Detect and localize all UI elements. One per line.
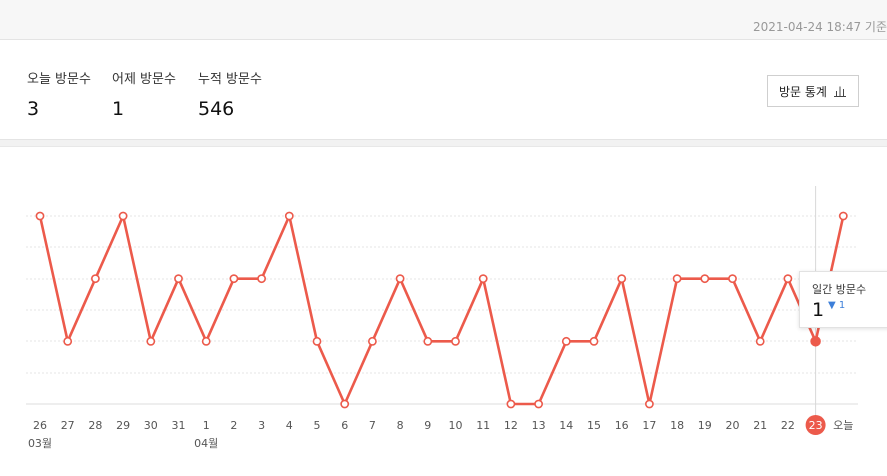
x-tick-label: 8 — [397, 419, 404, 432]
x-tick-label: 11 — [476, 419, 490, 432]
data-point — [645, 399, 654, 409]
series-line — [38, 214, 845, 406]
bar-chart-icon — [833, 86, 846, 97]
x-tick-label: 9 — [424, 419, 431, 432]
visit-stats-panel: 오늘 방문수 3 어제 방문수 1 누적 방문수 546 방문 통계 — [0, 41, 887, 139]
x-tick-label: 18 — [670, 419, 684, 432]
today-visits-value: 3 — [27, 98, 40, 120]
data-point — [534, 399, 543, 409]
x-tick-label: 15 — [587, 419, 601, 432]
data-point — [755, 336, 765, 346]
today-visits-label: 오늘 방문수 — [27, 72, 91, 87]
data-point — [783, 274, 793, 284]
tooltip-label: 일간 방문수 — [812, 283, 867, 296]
x-tick-label: 13 — [532, 419, 546, 432]
visit-stats-button[interactable]: 방문 통계 — [767, 75, 859, 107]
data-point — [395, 274, 405, 284]
x-tick-label-highlight: 23 — [809, 419, 823, 432]
month-label: 04월 — [194, 437, 218, 450]
x-tick-label: 3 — [258, 419, 265, 432]
x-tick-label: 17 — [642, 419, 656, 432]
data-point — [700, 274, 710, 284]
data-point — [451, 336, 460, 346]
data-point — [118, 211, 128, 221]
x-tick-label: 2 — [230, 419, 237, 432]
x-tick-label: 22 — [781, 419, 795, 432]
data-point — [672, 274, 682, 284]
data-point — [838, 211, 848, 221]
x-tick-label: 오늘 — [833, 419, 853, 432]
x-tick-label: 1 — [203, 419, 210, 432]
highlight-tick-badge — [805, 415, 826, 435]
data-point — [146, 336, 156, 346]
data-point — [201, 336, 211, 346]
x-tick-label: 28 — [88, 419, 102, 432]
today-visits: 오늘 방문수 3 — [27, 68, 91, 120]
data-point — [367, 336, 377, 346]
x-tick-label: 31 — [172, 419, 186, 432]
x-tick-label: 26 — [33, 419, 47, 432]
x-tick-label: 27 — [61, 419, 75, 432]
data-point — [506, 399, 516, 409]
section-divider — [0, 139, 887, 147]
data-point — [423, 336, 433, 346]
data-point — [257, 274, 266, 284]
x-tick-label: 10 — [449, 419, 463, 432]
tooltip-change-value: 1 — [838, 300, 846, 311]
x-tick-label: 4 — [286, 419, 293, 432]
x-tick-label: 19 — [698, 419, 712, 432]
x-tick-label: 7 — [369, 419, 376, 432]
x-tick-label: 20 — [726, 419, 740, 432]
tooltip-value: 1 — [812, 299, 825, 321]
data-point — [35, 211, 45, 221]
visit-stats-button-label: 방문 통계 — [779, 84, 827, 99]
daily-visits-line-chart: 26 27 28 29 30 31 1 2 3 4 5 6 7 8 9 10 11 12 13 14 15 16 17 18 1… — [26, 186, 858, 450]
x-tick-label: 12 — [504, 419, 518, 432]
total-visits: 누적 방문수 546 — [198, 68, 262, 120]
data-point — [174, 274, 183, 284]
data-point — [728, 274, 737, 284]
data-point — [478, 274, 488, 284]
total-visits-label: 누적 방문수 — [198, 72, 262, 87]
data-point-highlight — [810, 336, 821, 347]
month-label: 03월 — [28, 437, 52, 450]
last-updated-timestamp: 2021-04-24 18:47 기준 — [752, 20, 887, 34]
triangle-down-icon: ▼ — [828, 300, 836, 311]
x-tick-label: 6 — [341, 419, 348, 432]
data-point — [589, 336, 599, 346]
top-bar: 2021-04-24 18:47 기준 — [0, 0, 887, 40]
x-tick-label: 5 — [314, 419, 321, 432]
data-point — [284, 211, 294, 221]
data-point — [63, 336, 73, 346]
data-point — [312, 336, 322, 346]
data-point — [561, 336, 571, 346]
chart-tooltip: 일간 방문수 1 ▼ 1 — [799, 271, 887, 328]
x-tick-label: 30 — [144, 419, 158, 432]
data-point — [229, 274, 239, 284]
yesterday-visits-label: 어제 방문수 — [112, 72, 176, 87]
tooltip-change: ▼ 1 — [828, 300, 845, 311]
data-point — [617, 274, 627, 284]
data-point — [340, 399, 350, 409]
total-visits-value: 546 — [198, 98, 235, 120]
data-point — [91, 274, 100, 284]
x-tick-label: 16 — [615, 419, 629, 432]
x-tick-label: 14 — [559, 419, 573, 432]
yesterday-visits: 어제 방문수 1 — [112, 68, 176, 120]
yesterday-visits-value: 1 — [112, 98, 125, 120]
x-tick-label: 21 — [753, 419, 767, 432]
x-tick-label: 29 — [116, 419, 130, 432]
